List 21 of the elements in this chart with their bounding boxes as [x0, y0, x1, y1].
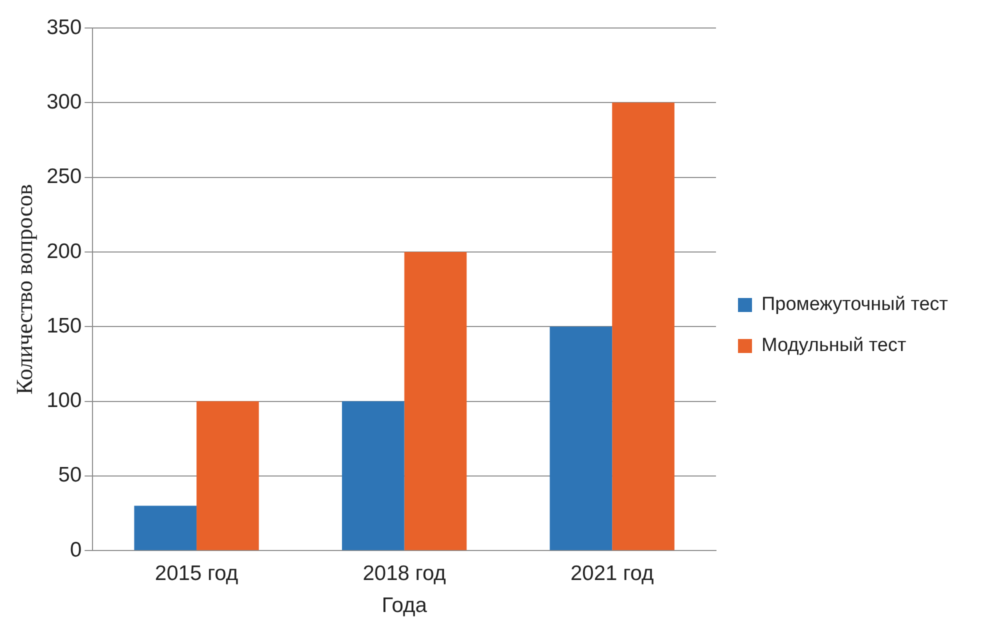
legend-label: Промежуточный тест — [762, 294, 948, 316]
x-tick-label: 2015 год — [154, 562, 238, 585]
x-axis-title: Года — [382, 594, 428, 618]
x-tick-label: 2021 год — [570, 562, 654, 585]
x-tick-label: 2018 год — [362, 562, 446, 585]
bar — [342, 401, 404, 550]
bar — [134, 506, 197, 550]
y-tick-label: 200 — [46, 240, 82, 263]
y-tick-label: 100 — [46, 389, 82, 412]
y-tick-label: 350 — [46, 16, 82, 39]
bar — [196, 401, 259, 550]
y-tick-label: 0 — [70, 538, 82, 562]
y-tick-label: 250 — [46, 165, 82, 188]
bar — [550, 326, 612, 550]
bar — [612, 102, 674, 550]
bar — [404, 252, 467, 550]
y-tick-label: 50 — [58, 464, 82, 487]
legend-label: Модульный тест — [762, 335, 906, 356]
y-axis-title: Количество вопросов — [12, 184, 37, 395]
y-tick-label: 150 — [46, 314, 82, 338]
y-tick-label: 300 — [46, 90, 82, 114]
